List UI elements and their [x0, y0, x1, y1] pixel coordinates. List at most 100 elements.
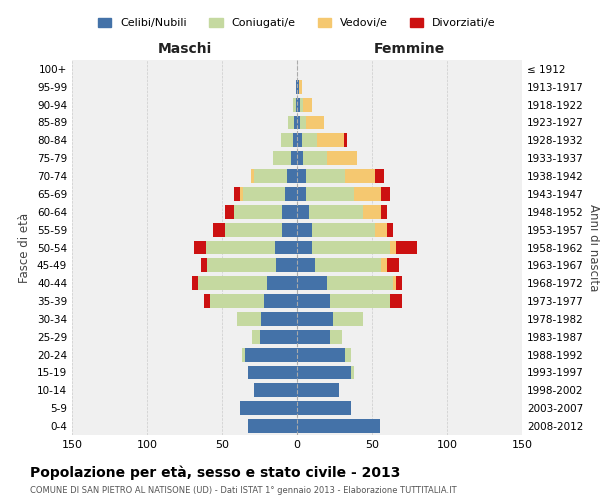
Bar: [291, 151, 297, 165]
Bar: [254, 169, 297, 183]
Bar: [297, 330, 342, 344]
Bar: [297, 116, 300, 130]
Bar: [297, 205, 309, 219]
Bar: [282, 205, 297, 219]
Bar: [296, 80, 297, 94]
Bar: [237, 312, 297, 326]
Bar: [237, 312, 297, 326]
Bar: [297, 384, 339, 398]
Bar: [297, 294, 390, 308]
Bar: [248, 419, 297, 433]
Bar: [297, 366, 351, 380]
Bar: [297, 312, 363, 326]
Bar: [297, 348, 351, 362]
Bar: [288, 116, 297, 130]
Bar: [297, 169, 384, 183]
Bar: [234, 205, 297, 219]
Bar: [297, 312, 363, 326]
Bar: [276, 258, 297, 272]
Bar: [297, 384, 339, 398]
Bar: [207, 258, 297, 272]
Bar: [281, 134, 297, 147]
Bar: [297, 258, 381, 272]
Bar: [297, 222, 375, 236]
Bar: [297, 205, 387, 219]
Bar: [297, 348, 351, 362]
Bar: [297, 222, 312, 236]
Bar: [297, 348, 345, 362]
Bar: [297, 401, 351, 415]
Bar: [297, 134, 343, 147]
Bar: [297, 80, 299, 94]
Bar: [297, 116, 306, 130]
Bar: [297, 401, 351, 415]
Bar: [297, 419, 380, 433]
Bar: [297, 187, 390, 201]
Bar: [210, 294, 297, 308]
Bar: [297, 258, 387, 272]
Bar: [297, 419, 380, 433]
Bar: [297, 294, 390, 308]
Bar: [248, 366, 297, 380]
Bar: [297, 80, 302, 94]
Bar: [297, 276, 327, 290]
Bar: [252, 330, 297, 344]
Bar: [254, 384, 297, 398]
Bar: [297, 312, 363, 326]
Bar: [285, 187, 297, 201]
Bar: [297, 419, 380, 433]
Bar: [225, 222, 297, 236]
Bar: [192, 276, 297, 290]
Text: Maschi: Maschi: [157, 42, 212, 56]
Bar: [288, 116, 297, 130]
Bar: [297, 169, 345, 183]
Bar: [297, 419, 380, 433]
Bar: [297, 98, 312, 112]
Bar: [241, 348, 297, 362]
Text: COMUNE DI SAN PIETRO AL NATISONE (UD) - Dati ISTAT 1° gennaio 2013 - Elaborazion: COMUNE DI SAN PIETRO AL NATISONE (UD) - …: [30, 486, 457, 495]
Bar: [254, 384, 297, 398]
Bar: [237, 312, 297, 326]
Bar: [297, 384, 339, 398]
Bar: [297, 187, 354, 201]
Bar: [288, 116, 297, 130]
Bar: [248, 419, 297, 433]
Bar: [297, 134, 317, 147]
Bar: [297, 116, 324, 130]
Y-axis label: Fasce di età: Fasce di età: [19, 212, 31, 282]
Bar: [293, 134, 297, 147]
Bar: [282, 222, 297, 236]
Bar: [240, 401, 297, 415]
Bar: [297, 240, 417, 254]
Bar: [240, 401, 297, 415]
Text: Femmine: Femmine: [374, 42, 445, 56]
Bar: [248, 419, 297, 433]
Bar: [297, 205, 363, 219]
Bar: [251, 169, 297, 183]
Bar: [297, 258, 315, 272]
Bar: [297, 98, 303, 112]
Bar: [240, 187, 297, 201]
Bar: [297, 205, 381, 219]
Bar: [297, 348, 351, 362]
Bar: [297, 366, 354, 380]
Bar: [297, 151, 303, 165]
Bar: [205, 240, 297, 254]
Bar: [296, 80, 297, 94]
Bar: [248, 419, 297, 433]
Bar: [297, 258, 399, 272]
Bar: [296, 80, 297, 94]
Bar: [297, 294, 402, 308]
Bar: [297, 312, 333, 326]
Bar: [207, 258, 297, 272]
Bar: [297, 116, 324, 130]
Bar: [294, 116, 297, 130]
Bar: [281, 134, 297, 147]
Bar: [297, 151, 357, 165]
Bar: [248, 366, 297, 380]
Bar: [297, 330, 330, 344]
Bar: [251, 169, 297, 183]
Bar: [293, 98, 297, 112]
Bar: [281, 134, 297, 147]
Bar: [297, 240, 390, 254]
